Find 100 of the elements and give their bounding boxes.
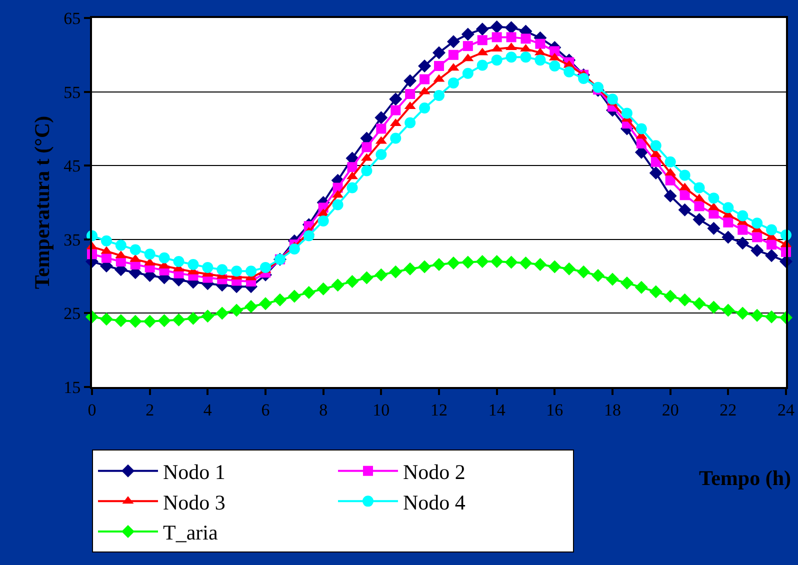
point [432, 258, 446, 271]
y-tick-label: 45 [64, 156, 81, 176]
point [520, 34, 531, 44]
point [766, 224, 778, 236]
point [548, 260, 562, 274]
point [549, 60, 560, 72]
point [405, 89, 416, 100]
point [216, 264, 228, 276]
point [144, 248, 156, 260]
legend-label: Nodo 4 [403, 490, 466, 514]
x-tick-label: 24 [778, 400, 795, 420]
point [752, 218, 763, 229]
point [404, 262, 417, 276]
point [492, 32, 502, 42]
point [288, 243, 300, 254]
point [606, 272, 619, 286]
point [462, 41, 473, 52]
point [722, 304, 735, 317]
point [418, 59, 432, 72]
x-tick-label: 22 [720, 400, 737, 420]
point [360, 271, 374, 284]
point [246, 266, 257, 277]
x-axis-title: Tempo (h) [699, 466, 791, 490]
point [678, 203, 692, 216]
point [404, 74, 417, 88]
point [707, 222, 720, 235]
point [461, 28, 474, 41]
point [101, 252, 112, 263]
point [158, 252, 170, 264]
y-tick-label: 65 [64, 8, 81, 28]
point [332, 199, 344, 210]
point [550, 46, 560, 56]
point [752, 232, 762, 242]
point [318, 215, 329, 226]
point [664, 189, 677, 202]
legend-label: T_aria [163, 520, 218, 545]
point [374, 268, 388, 282]
point [621, 108, 632, 119]
point [737, 210, 748, 222]
point [620, 276, 634, 290]
point [490, 255, 504, 268]
point [376, 124, 386, 134]
point [115, 240, 126, 251]
point [347, 162, 358, 172]
point [273, 293, 286, 306]
point [738, 224, 748, 235]
point [143, 314, 156, 328]
point [664, 290, 677, 303]
point [331, 278, 344, 292]
point [361, 165, 372, 176]
point [722, 202, 734, 214]
point [404, 117, 416, 128]
point [476, 60, 488, 71]
x-tick-label: 10 [372, 400, 390, 420]
point [446, 256, 460, 270]
point [390, 132, 402, 144]
point [172, 313, 186, 326]
point [578, 73, 590, 84]
point [230, 304, 244, 317]
legend-label: Nodo 3 [163, 490, 226, 514]
x-tick-label: 4 [203, 400, 212, 420]
x-tick-label: 12 [430, 400, 448, 420]
point [634, 280, 648, 294]
point [708, 192, 720, 204]
point [434, 90, 444, 101]
point [592, 269, 605, 282]
point [506, 32, 516, 42]
point [259, 297, 272, 310]
point [519, 256, 532, 270]
point [750, 244, 764, 257]
x-tick-label: 16 [546, 400, 564, 420]
y-tick-label: 55 [64, 82, 81, 102]
point [389, 265, 402, 278]
point [680, 190, 690, 200]
point [186, 312, 200, 325]
point [158, 314, 171, 328]
point [462, 68, 474, 79]
point [707, 300, 720, 314]
point [535, 38, 546, 49]
point [202, 262, 214, 273]
point [231, 266, 242, 277]
point [766, 240, 777, 250]
point [420, 74, 430, 84]
legend-label: Nodo 2 [403, 460, 466, 484]
point [432, 46, 446, 60]
point [534, 258, 547, 271]
point [562, 262, 576, 276]
point [389, 92, 402, 106]
point [244, 300, 258, 314]
point [448, 50, 458, 60]
point [636, 123, 647, 134]
point [418, 260, 432, 274]
point [288, 290, 301, 303]
point [476, 255, 489, 268]
point [750, 308, 764, 322]
point [130, 244, 141, 256]
point [434, 60, 444, 71]
point [736, 306, 750, 320]
point [491, 54, 502, 66]
point [723, 217, 734, 228]
